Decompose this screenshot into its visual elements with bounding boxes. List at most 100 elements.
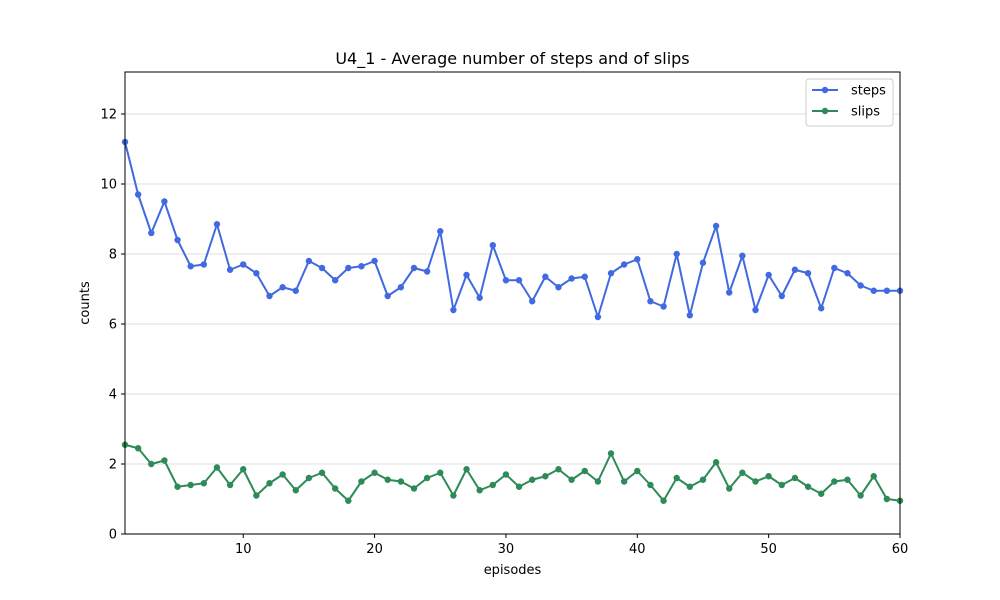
data-point-slips <box>200 480 208 487</box>
data-point-slips <box>660 497 667 504</box>
data-point-steps <box>555 284 562 291</box>
data-point-steps <box>712 222 720 230</box>
y-tick-label: 6 <box>109 318 117 333</box>
data-point-steps <box>331 277 339 284</box>
x-tick-label: 50 <box>760 542 777 557</box>
data-point-steps <box>279 284 286 291</box>
data-point-slips <box>686 483 694 490</box>
series-line-steps <box>124 141 900 318</box>
data-point-steps <box>739 252 746 259</box>
data-point-slips <box>423 474 431 482</box>
series-slips <box>121 441 904 504</box>
data-point-slips <box>699 476 707 483</box>
data-point-steps <box>450 306 457 314</box>
data-point-slips <box>226 481 234 489</box>
data-point-slips <box>870 473 877 480</box>
data-point-slips <box>450 492 457 499</box>
data-point-steps <box>161 198 168 205</box>
data-point-slips <box>778 481 785 489</box>
data-point-slips <box>266 480 273 487</box>
data-point-steps <box>726 289 733 296</box>
data-point-slips <box>712 459 720 466</box>
data-point-steps <box>200 261 208 268</box>
data-point-steps <box>292 287 299 294</box>
data-point-slips <box>673 474 680 482</box>
data-point-slips <box>555 466 562 473</box>
data-point-slips <box>739 469 746 476</box>
data-point-steps <box>673 250 680 258</box>
x-tick-label: 60 <box>892 542 909 557</box>
data-point-slips <box>752 478 759 485</box>
data-point-steps <box>476 294 483 301</box>
data-point-slips <box>726 485 733 492</box>
data-point-steps <box>620 261 628 268</box>
gridlines <box>125 113 900 535</box>
x-tick-label: 20 <box>366 542 383 557</box>
plot-area-frame <box>124 71 901 535</box>
x-tick-label: 10 <box>235 542 252 557</box>
data-point-steps <box>437 228 444 235</box>
data-point-steps <box>634 256 641 263</box>
data-point-slips <box>305 474 313 482</box>
data-point-steps <box>791 266 799 273</box>
data-point-slips <box>410 485 418 492</box>
series-layer <box>121 138 904 504</box>
data-point-steps <box>423 268 431 275</box>
data-point-slips <box>647 481 654 489</box>
data-point-steps <box>226 266 234 273</box>
data-point-steps <box>844 270 851 277</box>
data-point-steps <box>765 271 772 279</box>
data-point-steps <box>318 264 326 272</box>
y-tick-label: 2 <box>109 458 117 473</box>
legend-label: slips <box>851 105 880 120</box>
data-point-slips <box>397 478 405 485</box>
data-point-steps <box>883 287 891 294</box>
data-point-slips <box>765 473 772 480</box>
data-point-steps <box>647 298 654 305</box>
data-point-slips <box>161 457 168 464</box>
data-point-slips <box>804 483 812 490</box>
y-axis-label: counts <box>78 281 93 325</box>
data-point-slips <box>174 483 181 490</box>
data-point-slips <box>384 476 391 483</box>
data-point-steps <box>410 264 418 272</box>
data-point-slips <box>292 487 299 494</box>
x-axis-label: episodes <box>484 563 542 578</box>
y-tick-label: 0 <box>109 528 117 543</box>
data-point-slips <box>213 464 221 471</box>
data-point-slips <box>502 471 510 478</box>
y-tick-label: 4 <box>109 388 117 403</box>
data-point-steps <box>148 229 155 237</box>
data-point-slips <box>594 478 602 485</box>
data-point-slips <box>529 476 536 483</box>
data-point-steps <box>253 270 260 277</box>
data-point-steps <box>489 242 496 249</box>
data-point-slips <box>883 495 891 503</box>
data-point-slips <box>515 483 523 490</box>
data-point-steps <box>502 277 510 284</box>
data-point-steps <box>817 305 825 312</box>
data-point-steps <box>397 284 405 291</box>
data-point-slips <box>581 467 588 475</box>
data-point-steps <box>240 261 247 268</box>
data-point-slips <box>279 471 286 478</box>
data-point-slips <box>331 485 339 492</box>
data-point-slips <box>134 445 142 452</box>
legend-swatch-marker <box>821 107 829 115</box>
data-point-slips <box>817 490 825 497</box>
data-point-steps <box>371 257 378 265</box>
legend-swatch-marker <box>821 86 829 94</box>
data-point-slips <box>568 476 575 483</box>
data-point-slips <box>463 466 470 473</box>
data-point-steps <box>213 221 221 228</box>
data-point-steps <box>568 275 575 282</box>
data-point-slips <box>437 469 444 476</box>
data-point-slips <box>857 492 864 499</box>
data-point-steps <box>358 263 365 270</box>
data-point-slips <box>318 469 326 476</box>
data-point-steps <box>529 298 536 305</box>
data-point-slips <box>489 481 496 489</box>
data-point-slips <box>542 473 549 480</box>
data-point-slips <box>371 469 378 476</box>
